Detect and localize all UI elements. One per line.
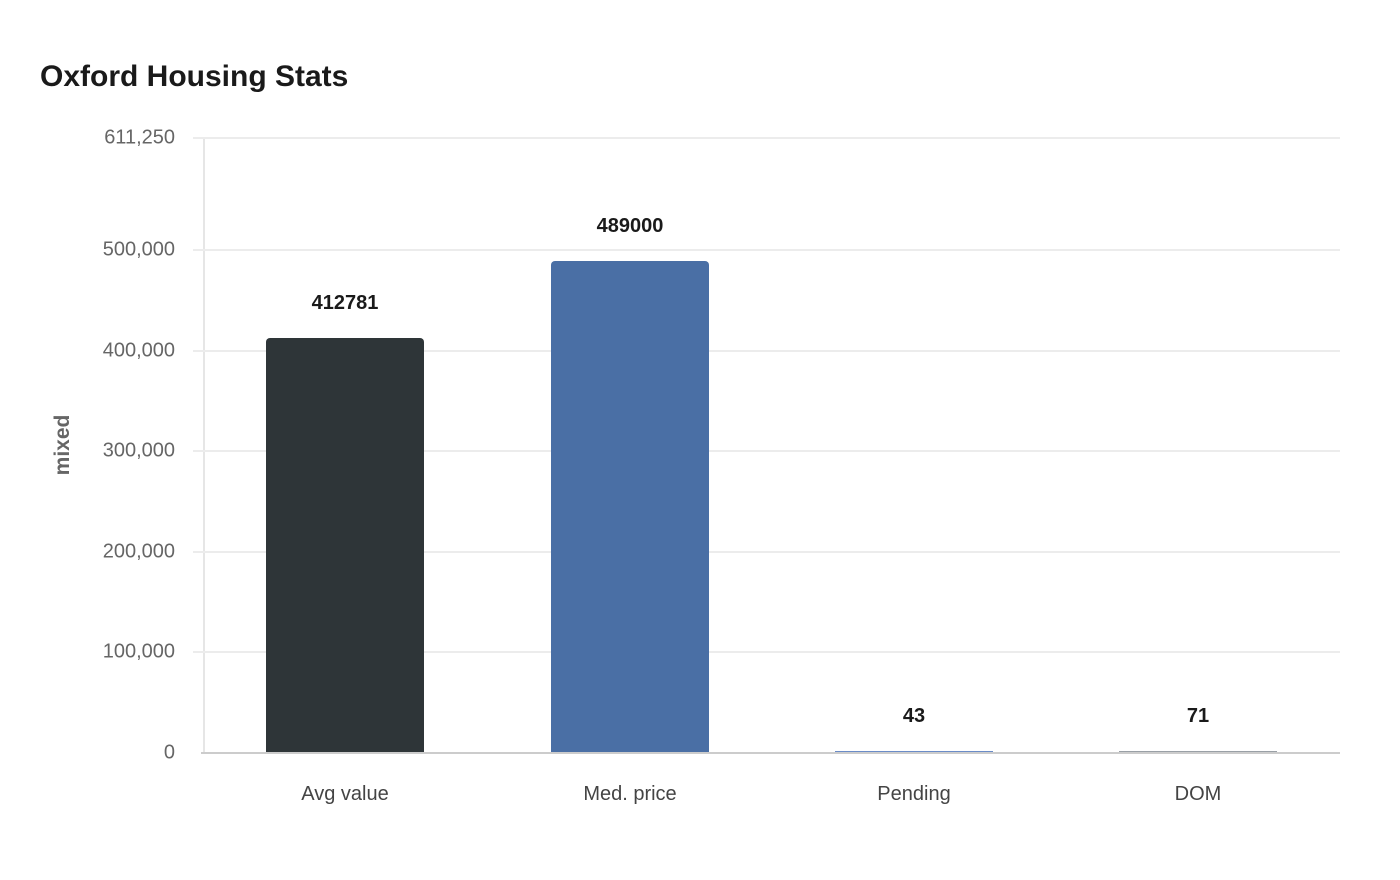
y-tick-label: 0 (163, 741, 175, 764)
x-tick-label: Med. price (583, 783, 677, 805)
x-tick-label: Avg value (301, 783, 389, 805)
gridline (193, 550, 1340, 553)
y-tick-label: 500,000 (102, 238, 175, 261)
bar-value-label: 43 (902, 705, 926, 727)
x-axis-line (201, 752, 1340, 754)
plot-area: 0 100,000 200,000 300,000 400,000 500,000 611,… (103, 127, 1340, 764)
gridline (193, 450, 1340, 453)
gridline (193, 248, 1340, 251)
bar-value-label: 71 (1186, 705, 1210, 727)
gridline (193, 137, 1340, 139)
y-tick-label: 300,000 (102, 439, 175, 462)
y-axis-label: mixed (51, 414, 74, 476)
y-tick-label: 400,000 (102, 339, 175, 362)
y-axis-line (203, 138, 205, 753)
x-tick-label: Pending (877, 783, 951, 805)
bar-avg-value[interactable] (266, 337, 424, 753)
gridline (193, 349, 1340, 352)
chart-title: Oxford Housing Stats (40, 60, 349, 93)
y-tick-label: 100,000 (102, 640, 175, 663)
gridline (193, 651, 1340, 654)
bar-med-price[interactable] (551, 261, 709, 753)
bar-value-label: 489000 (596, 215, 664, 237)
y-tick-label: 611,250 (104, 126, 175, 149)
bar-value-label: 412781 (311, 291, 379, 314)
y-tick-label: 200,000 (102, 540, 175, 563)
x-tick-label: DOM (1174, 783, 1222, 805)
